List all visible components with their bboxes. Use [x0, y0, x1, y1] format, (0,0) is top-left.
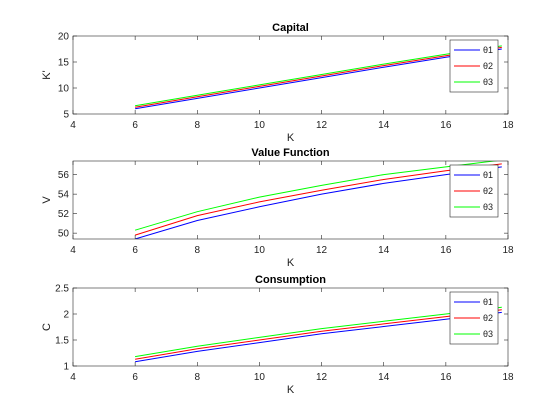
y-tick-label: 56: [58, 170, 70, 181]
legend-entry-theta-2: θ2: [483, 186, 493, 196]
series-line-theta-3: [134, 161, 498, 231]
y-tick-label: 5: [63, 110, 69, 121]
y-tick-label: 52: [58, 209, 70, 220]
x-tick-label: 6: [132, 245, 138, 256]
legend: θ1 θ2 θ3: [449, 291, 499, 345]
legend-entry-theta-1: θ1: [483, 170, 493, 180]
legend-entry-theta-1: θ1: [483, 297, 493, 307]
subplot-3: 4 6 8 10 12 14 16 18 1 1.5 2 2.5 Consumption K Cθ1 θ2 θ3: [41, 274, 514, 396]
x-tick-label: 16: [440, 372, 452, 383]
y-tick-label: 1: [63, 362, 69, 373]
x-tick-label: 4: [70, 372, 76, 383]
subplot-1: 4 6 8 10 12 14 16 18 5 10 15 20 Capital K K' θ1 θ2 θ3: [41, 22, 514, 144]
plot-area: [73, 36, 508, 114]
subplot-title: Value Function: [251, 147, 330, 159]
axes-box: [72, 287, 509, 367]
series-line-theta-2: [134, 163, 502, 236]
x-tick-label: 12: [316, 245, 328, 256]
x-tick-label: 18: [502, 245, 514, 256]
x-tick-label: 18: [502, 120, 514, 131]
x-tick-label: 8: [195, 245, 201, 256]
legend: θ1 θ2 θ3: [449, 164, 499, 218]
series-line-theta-1: [135, 311, 502, 363]
plot-area: [73, 288, 508, 366]
x-axis-label: K: [287, 384, 295, 396]
y-tick-label: 2: [63, 310, 69, 321]
legend-entry-theta-3: θ3: [483, 202, 493, 212]
y-axis-label: C: [41, 323, 53, 331]
series-line-theta-3: [135, 45, 502, 107]
x-tick-label: 14: [378, 372, 390, 383]
x-tick-label: 10: [254, 372, 266, 383]
series-line-theta-3: [135, 306, 502, 358]
y-axis-label: V: [41, 196, 53, 204]
series-line-theta-1: [135, 48, 502, 110]
x-tick-label: 8: [195, 120, 201, 131]
x-tick-label: 6: [132, 372, 138, 383]
axes-box: [72, 160, 509, 240]
x-tick-label: 8: [195, 372, 201, 383]
legend-entry-theta-3: θ3: [483, 77, 493, 87]
y-axis-label: K': [41, 70, 53, 79]
y-tick-label: 2.5: [55, 284, 69, 295]
series-line-theta-1: [134, 166, 502, 239]
x-tick-label: 12: [316, 120, 328, 131]
x-tick-label: 10: [254, 245, 266, 256]
x-tick-label: 10: [254, 120, 266, 131]
subplot-title: Consumption: [255, 274, 326, 286]
legend: θ1 θ2 θ3: [449, 39, 499, 93]
x-tick-label: 18: [502, 372, 514, 383]
x-tick-label: 4: [70, 120, 76, 131]
x-tick-label: 14: [378, 120, 390, 131]
legend-entry-theta-2: θ2: [483, 313, 493, 323]
series-line-theta-2: [135, 46, 502, 108]
y-tick-label: 20: [58, 32, 70, 43]
x-tick-label: 4: [70, 245, 76, 256]
legend-entry-theta-3: θ3: [483, 329, 493, 339]
x-tick-label: 12: [316, 372, 328, 383]
y-tick-label: 10: [58, 84, 70, 95]
y-tick-label: 54: [58, 190, 70, 201]
x-axis-label: K: [287, 257, 295, 269]
series-line-theta-2: [135, 309, 502, 360]
legend-entry-theta-1: θ1: [483, 45, 493, 55]
x-tick-label: 6: [132, 120, 138, 131]
subplot-title: Capital: [272, 22, 309, 34]
y-tick-label: 50: [58, 229, 70, 240]
legend-entry-theta-2: θ2: [483, 61, 493, 71]
y-tick-label: 1.5: [55, 336, 69, 347]
x-tick-label: 16: [440, 120, 452, 131]
x-tick-label: 16: [440, 245, 452, 256]
axes-box: [72, 35, 509, 115]
x-tick-label: 14: [378, 245, 390, 256]
y-tick-label: 15: [58, 58, 70, 69]
x-axis-label: K: [287, 132, 295, 144]
